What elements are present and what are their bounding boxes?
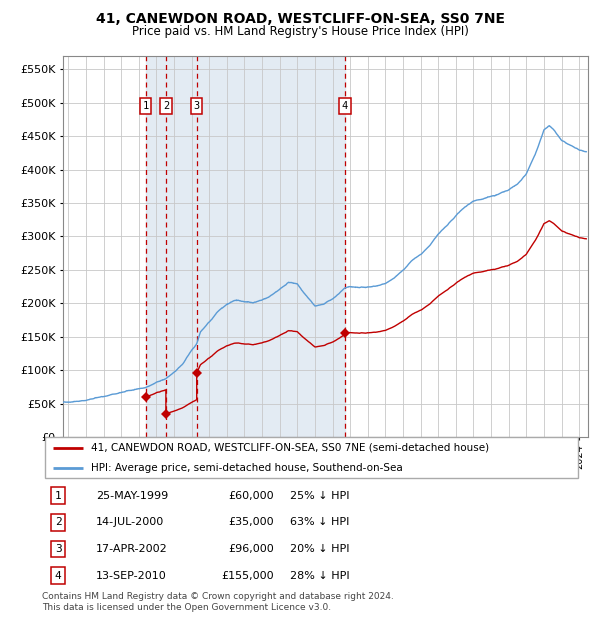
Text: Contains HM Land Registry data © Crown copyright and database right 2024.: Contains HM Land Registry data © Crown c…	[42, 592, 394, 601]
Text: 1: 1	[55, 490, 62, 501]
Text: 1: 1	[143, 101, 149, 111]
Text: 25% ↓ HPI: 25% ↓ HPI	[290, 490, 350, 501]
Text: £155,000: £155,000	[221, 570, 274, 581]
Text: Price paid vs. HM Land Registry's House Price Index (HPI): Price paid vs. HM Land Registry's House …	[131, 25, 469, 38]
Text: £96,000: £96,000	[229, 544, 274, 554]
Text: £35,000: £35,000	[229, 517, 274, 528]
Text: 2: 2	[55, 517, 62, 528]
Text: 25-MAY-1999: 25-MAY-1999	[96, 490, 168, 501]
Text: 14-JUL-2000: 14-JUL-2000	[96, 517, 164, 528]
FancyBboxPatch shape	[45, 437, 578, 478]
Bar	[146, 56, 345, 437]
Text: 63% ↓ HPI: 63% ↓ HPI	[290, 517, 350, 528]
Text: This data is licensed under the Open Government Licence v3.0.: This data is licensed under the Open Gov…	[42, 603, 331, 612]
Text: 3: 3	[55, 544, 62, 554]
Text: 3: 3	[194, 101, 200, 111]
Text: 4: 4	[342, 101, 348, 111]
Text: 4: 4	[55, 570, 62, 581]
Text: 2: 2	[163, 101, 169, 111]
Text: 41, CANEWDON ROAD, WESTCLIFF-ON-SEA, SS0 7NE (semi-detached house): 41, CANEWDON ROAD, WESTCLIFF-ON-SEA, SS0…	[91, 443, 489, 453]
Text: 13-SEP-2010: 13-SEP-2010	[96, 570, 167, 581]
Text: HPI: Average price, semi-detached house, Southend-on-Sea: HPI: Average price, semi-detached house,…	[91, 463, 403, 473]
Text: 41, CANEWDON ROAD, WESTCLIFF-ON-SEA, SS0 7NE: 41, CANEWDON ROAD, WESTCLIFF-ON-SEA, SS0…	[95, 12, 505, 27]
Text: 28% ↓ HPI: 28% ↓ HPI	[290, 570, 350, 581]
Text: £60,000: £60,000	[229, 490, 274, 501]
Text: 20% ↓ HPI: 20% ↓ HPI	[290, 544, 350, 554]
Text: 17-APR-2002: 17-APR-2002	[96, 544, 168, 554]
